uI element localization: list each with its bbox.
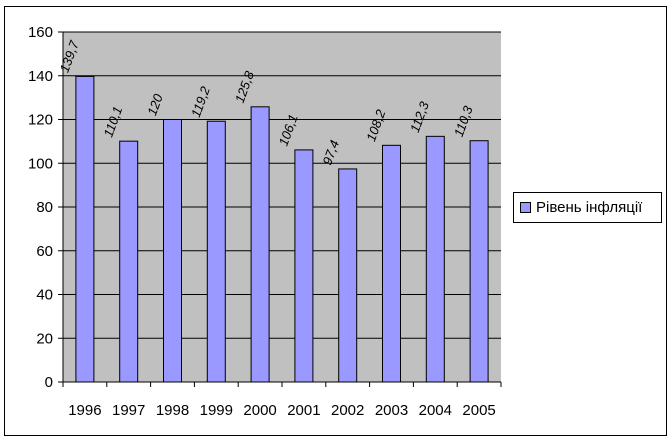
y-tick-label: 40 — [36, 287, 53, 304]
bar — [382, 144, 401, 383]
y-tick-label: 120 — [28, 112, 53, 129]
x-tick-label: 1996 — [68, 402, 101, 419]
x-tick-label: 2001 — [287, 402, 320, 419]
legend-swatch — [520, 202, 531, 213]
y-tick-label: 60 — [36, 243, 53, 260]
y-tick-label: 20 — [36, 330, 53, 347]
y-tick-label: 80 — [36, 199, 53, 216]
bar — [338, 168, 358, 383]
bar — [469, 140, 489, 383]
bars — [75, 75, 489, 383]
bar — [119, 140, 139, 383]
x-tick-label: 2004 — [419, 402, 452, 419]
x-tick-label: 2002 — [331, 402, 364, 419]
axes: 0 20 40 60 80 100 120 140 160 1996 1997 1998 1999 200… — [28, 24, 502, 419]
bar — [206, 120, 226, 383]
y-tick-label: 160 — [28, 24, 53, 41]
legend: Рівень інфляції — [513, 192, 662, 223]
bar — [425, 135, 445, 383]
x-tick-label: 2000 — [243, 402, 276, 419]
x-tick-label: 1998 — [156, 402, 189, 419]
y-tick-label: 140 — [28, 68, 53, 85]
bar — [294, 149, 314, 383]
x-tick-label: 2003 — [375, 402, 408, 419]
bar — [163, 119, 182, 383]
x-tick-label: 2005 — [462, 402, 495, 419]
y-tick-label: 0 — [45, 374, 53, 391]
bar — [75, 75, 95, 383]
x-tick-label: 1997 — [112, 402, 145, 419]
x-tick-label: 1999 — [200, 402, 233, 419]
legend-label: Рівень інфляції — [536, 199, 643, 216]
y-tick-label: 100 — [28, 155, 53, 172]
data-label: 120 — [144, 91, 166, 117]
bar — [250, 106, 270, 383]
